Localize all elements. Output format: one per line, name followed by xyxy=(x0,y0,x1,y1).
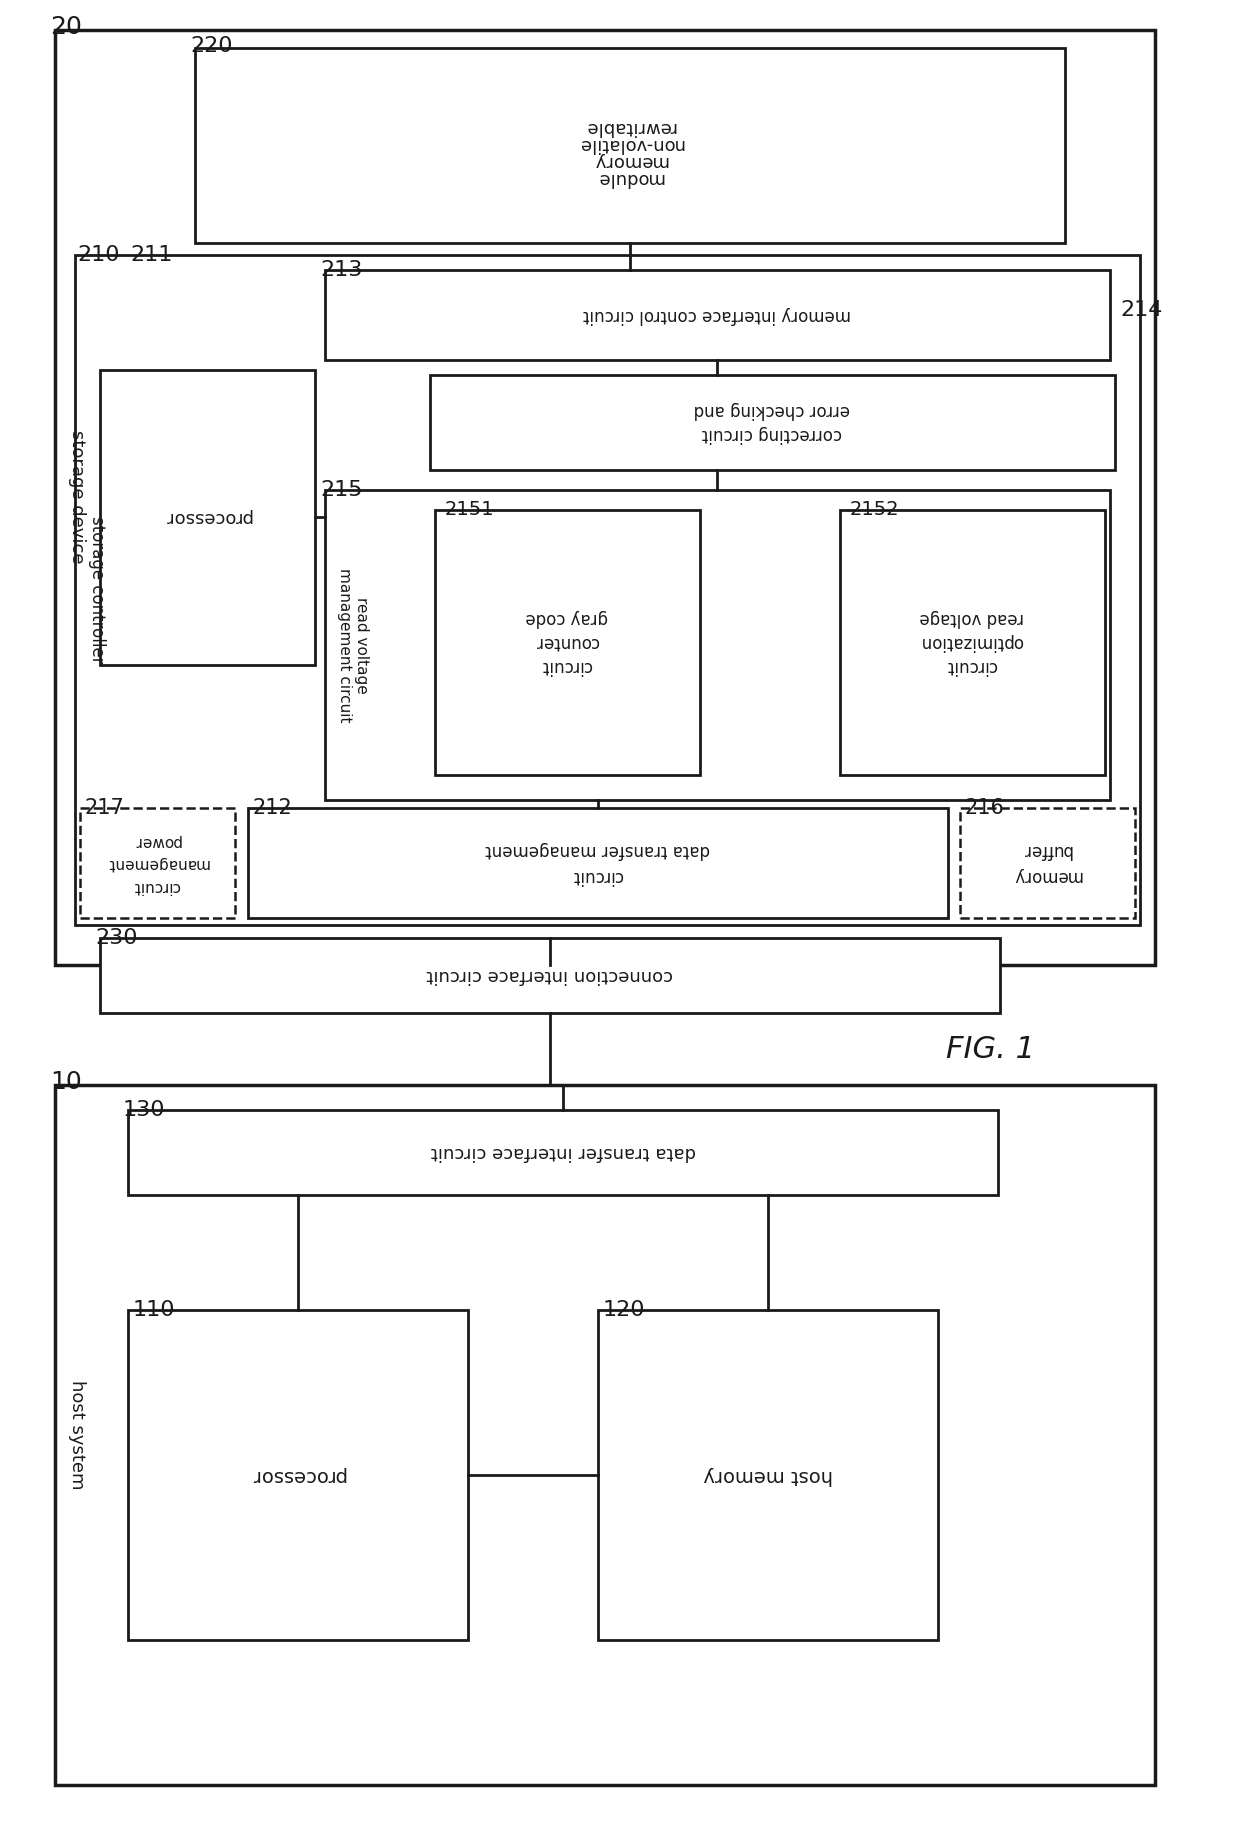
Bar xyxy=(55,29,1154,965)
Text: 10: 10 xyxy=(50,1070,82,1094)
Text: 215: 215 xyxy=(320,480,362,500)
Text: power: power xyxy=(133,834,181,848)
Text: 130: 130 xyxy=(123,1099,165,1119)
Text: gray code: gray code xyxy=(526,608,609,627)
Text: correcting circuit: correcting circuit xyxy=(702,425,842,443)
Text: 230: 230 xyxy=(95,929,138,947)
Bar xyxy=(435,509,701,775)
Text: 2152: 2152 xyxy=(849,500,900,518)
Text: circuit: circuit xyxy=(573,867,624,885)
Text: rewritable: rewritable xyxy=(584,117,676,136)
Bar xyxy=(128,1310,467,1640)
Text: read voltage
management circuit: read voltage management circuit xyxy=(337,568,370,722)
Bar xyxy=(325,489,1110,801)
Text: 2151: 2151 xyxy=(445,500,495,518)
Text: optimization: optimization xyxy=(920,634,1024,650)
Bar xyxy=(248,808,949,918)
Bar xyxy=(195,48,1065,244)
Text: 210: 210 xyxy=(77,245,119,266)
Text: error checking and: error checking and xyxy=(694,401,851,420)
Text: circuit: circuit xyxy=(542,658,593,674)
Text: memory: memory xyxy=(1012,867,1081,885)
Bar xyxy=(598,1310,937,1640)
Text: memory interface control circuit: memory interface control circuit xyxy=(583,306,851,324)
Bar xyxy=(81,808,236,918)
Bar xyxy=(325,269,1110,361)
Text: storage controller: storage controller xyxy=(88,517,105,663)
Text: host memory: host memory xyxy=(703,1466,833,1484)
Text: counter: counter xyxy=(536,634,599,650)
Text: FIG. 1: FIG. 1 xyxy=(945,1035,1034,1064)
Text: memory: memory xyxy=(593,152,667,170)
Text: 213: 213 xyxy=(320,260,362,280)
Text: processor: processor xyxy=(164,507,250,526)
Text: circuit: circuit xyxy=(946,658,997,674)
Text: 211: 211 xyxy=(130,245,172,266)
Text: connection interface circuit: connection interface circuit xyxy=(427,965,673,984)
Text: buffer: buffer xyxy=(1022,841,1071,859)
Bar xyxy=(430,376,1115,471)
Text: 216: 216 xyxy=(965,799,1004,819)
Text: processor: processor xyxy=(250,1466,346,1484)
Bar xyxy=(128,1110,998,1194)
Bar xyxy=(839,509,1105,775)
Text: circuit: circuit xyxy=(134,879,181,894)
Text: host system: host system xyxy=(68,1379,86,1489)
Text: 217: 217 xyxy=(86,799,125,819)
Bar xyxy=(100,938,999,1013)
Bar xyxy=(960,808,1135,918)
Text: storage device: storage device xyxy=(68,431,86,564)
Text: data transfer management: data transfer management xyxy=(486,841,711,859)
Text: read voltage: read voltage xyxy=(920,608,1024,627)
Text: module: module xyxy=(596,169,663,187)
Text: data transfer interface circuit: data transfer interface circuit xyxy=(430,1143,696,1161)
Text: 220: 220 xyxy=(190,37,233,57)
Text: 214: 214 xyxy=(1120,300,1162,321)
Bar xyxy=(100,370,315,665)
Text: 110: 110 xyxy=(133,1301,176,1321)
Text: 20: 20 xyxy=(50,15,82,38)
Text: 120: 120 xyxy=(603,1301,646,1321)
Text: management: management xyxy=(105,857,208,872)
Text: 212: 212 xyxy=(253,799,293,819)
Bar xyxy=(55,1085,1154,1784)
Text: non-volatile: non-volatile xyxy=(577,136,683,154)
Bar xyxy=(74,255,1140,925)
